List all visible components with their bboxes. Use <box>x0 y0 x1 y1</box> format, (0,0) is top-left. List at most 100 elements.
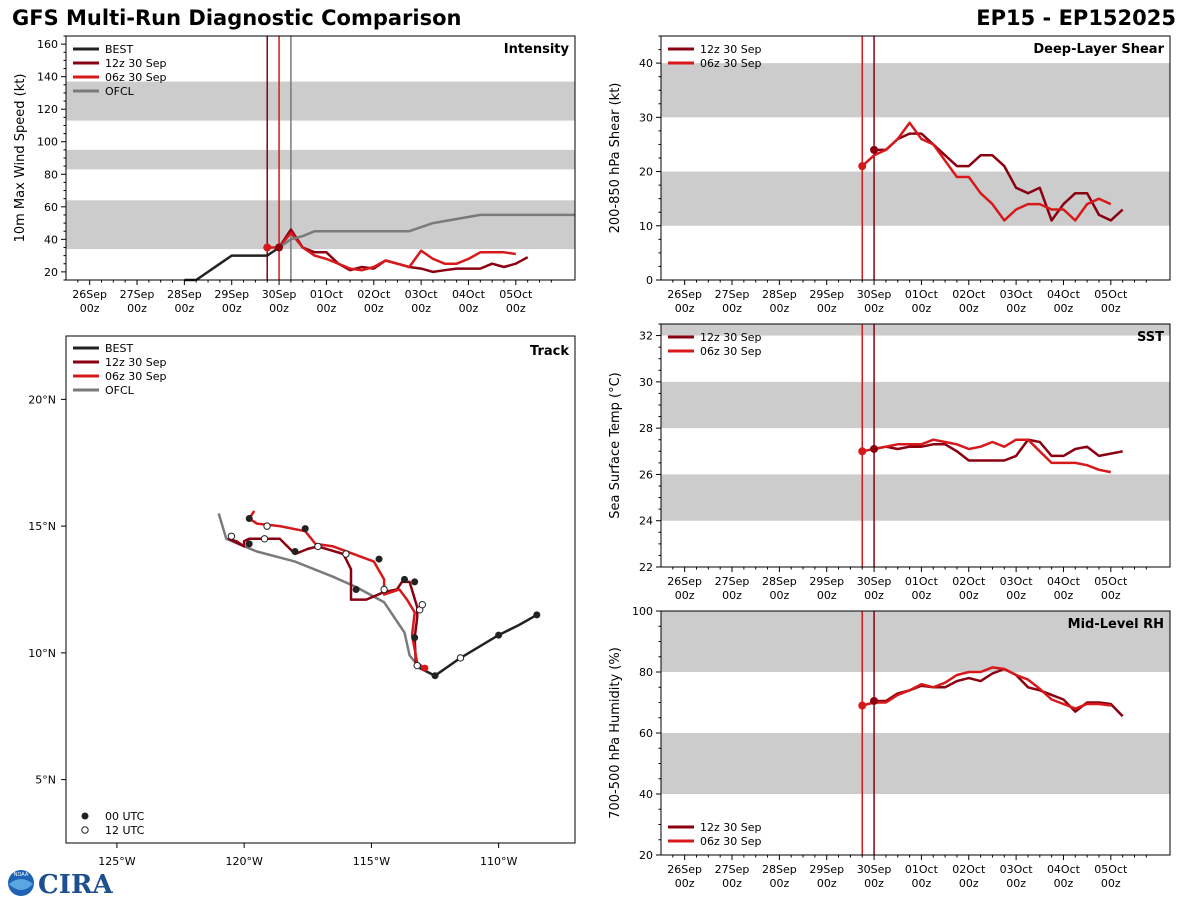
shear-panel: 01020304026Sep00z27Sep00z28Sep00z29Sep00… <box>608 35 1171 315</box>
sst-ytick-label: 32 <box>639 330 653 343</box>
sst-ytick-label: 28 <box>639 422 653 435</box>
intensity-legend-label: OFCL <box>105 85 135 98</box>
track-xtick-label: 110°W <box>480 855 517 868</box>
track-title: Track <box>530 344 569 359</box>
sst-xtick-sublabel: 00z <box>959 589 979 602</box>
intensity-ytick-label: 160 <box>37 38 58 51</box>
track-init-marker <box>421 664 429 672</box>
sst-xtick-sublabel: 00z <box>1101 589 1121 602</box>
track-ytick-label: 20°N <box>28 393 56 406</box>
shear-xtick-sublabel: 00z <box>864 302 884 315</box>
rh-xtick-sublabel: 00z <box>817 877 837 890</box>
shear-ytick-label: 0 <box>646 274 653 287</box>
sst-xtick-label: 05Oct <box>1094 575 1128 588</box>
track-point-12utc <box>227 532 236 540</box>
track-point-12utc <box>413 661 421 670</box>
intensity-xtick-sublabel: 00z <box>506 302 526 315</box>
intensity-xtick-sublabel: 00z <box>364 302 384 315</box>
track-point-00utc <box>291 547 299 555</box>
rh-xtick-sublabel: 00z <box>675 877 695 890</box>
track-point-12utc <box>342 550 350 558</box>
sst-init-marker-1 <box>870 444 879 453</box>
rh-xtick-sublabel: 00z <box>769 877 789 890</box>
rh-xtick-label: 02Oct <box>952 863 986 876</box>
intensity-xtick-sublabel: 00z <box>174 302 194 315</box>
track-panel: 125°W 120°W 115°W 110°W 5°N 10°N 15°N 20°N Track… <box>28 335 576 868</box>
intensity-xtick-label: 03Oct <box>405 288 439 301</box>
intensity-ytick-label: 140 <box>37 71 58 84</box>
shear-xtick-label: 26Sep <box>667 288 702 301</box>
shear-band-1 <box>661 63 1170 118</box>
sst-ytick-label: 22 <box>639 561 653 574</box>
rh-ytick-label: 40 <box>639 788 653 801</box>
shear-series-12z-30-sep <box>874 132 1124 222</box>
shear-xtick-sublabel: 00z <box>675 302 695 315</box>
noaa-badge-text: NOAA <box>14 872 29 878</box>
intensity-band-2 <box>66 81 575 121</box>
rh-xtick-sublabel: 00z <box>1101 877 1121 890</box>
intensity-xtick-label: 05Oct <box>499 288 533 301</box>
intensity-xtick-label: 04Oct <box>452 288 486 301</box>
intensity-title: Intensity <box>504 42 570 57</box>
track-legend-marker-label: 12 UTC <box>105 824 145 837</box>
track-xtick-label: 115°W <box>353 855 390 868</box>
sst-xtick-sublabel: 00z <box>912 589 932 602</box>
track-xtick-label: 125°W <box>98 855 135 868</box>
rh-xtick-sublabel: 00z <box>722 877 742 890</box>
track-legend-marker <box>81 812 89 820</box>
track-ytick-label: 15°N <box>28 520 56 533</box>
intensity-series-06z-30-sep <box>267 231 516 272</box>
rh-ytick-label: 80 <box>639 666 653 679</box>
intensity-ytick-label: 40 <box>44 233 58 246</box>
sst-xtick-label: 04Oct <box>1047 575 1081 588</box>
track-point-00utc <box>375 555 383 563</box>
track-ytick-label: 10°N <box>28 647 56 660</box>
intensity-xtick-label: 02Oct <box>357 288 391 301</box>
rh-xtick-sublabel: 00z <box>1006 877 1026 890</box>
intensity-xtick-sublabel: 00z <box>80 302 100 315</box>
intensity-legend-label: BEST <box>105 43 133 56</box>
sst-series-06z-30-sep <box>861 438 1112 474</box>
sst-xtick-label: 27Sep <box>715 575 750 588</box>
sst-ytick-label: 24 <box>639 515 653 528</box>
sst-xtick-label: 03Oct <box>1000 575 1034 588</box>
rh-xtick-label: 04Oct <box>1047 863 1081 876</box>
rh-xtick-sublabel: 00z <box>1054 877 1074 890</box>
rh-xtick-label: 30Sep <box>857 863 892 876</box>
shear-xtick-sublabel: 00z <box>817 302 837 315</box>
shear-xtick-label: 05Oct <box>1094 288 1128 301</box>
rh-xtick-sublabel: 00z <box>864 877 884 890</box>
shear-xtick-sublabel: 00z <box>769 302 789 315</box>
rh-band-0 <box>661 733 1170 794</box>
intensity-xtick-label: 30Sep <box>262 288 297 301</box>
shear-ylabel: 200-850 hPa Shear (kt) <box>608 83 623 234</box>
sst-xtick-sublabel: 00z <box>1006 589 1026 602</box>
rh-xtick-label: 27Sep <box>715 863 750 876</box>
shear-xtick-label: 04Oct <box>1047 288 1081 301</box>
rh-legend-label: 06z 30 Sep <box>700 835 762 848</box>
sst-xtick-sublabel: 00z <box>1054 589 1074 602</box>
rh-title: Mid-Level RH <box>1068 617 1164 632</box>
rh-ytick-label: 60 <box>639 727 653 740</box>
track-point-12utc <box>456 654 465 662</box>
sst-ytick-label: 26 <box>639 468 653 481</box>
intensity-legend-label: 06z 30 Sep <box>105 71 167 84</box>
sst-xtick-label: 26Sep <box>667 575 702 588</box>
intensity-series-best <box>184 246 280 282</box>
shear-xtick-sublabel: 00z <box>1101 302 1121 315</box>
intensity-xtick-label: 29Sep <box>214 288 249 301</box>
shear-series-06z-30-sep <box>861 121 1112 222</box>
shear-init-marker-0 <box>858 162 867 171</box>
track-legend-label: OFCL <box>105 384 135 397</box>
shear-xtick-sublabel: 00z <box>1006 302 1026 315</box>
sst-xtick-sublabel: 00z <box>864 589 884 602</box>
page-title: GFS Multi-Run Diagnostic Comparison <box>12 6 462 30</box>
track-legend-marker <box>81 826 89 834</box>
intensity-panel: 2040608010012014016026Sep00z27Sep00z28Se… <box>13 35 576 315</box>
track-point-00utc <box>352 586 360 593</box>
intensity-xtick-label: 26Sep <box>72 288 107 301</box>
rh-series-12z-30-sep <box>874 667 1124 718</box>
sst-xtick-label: 28Sep <box>762 575 797 588</box>
intensity-band-1 <box>66 149 575 170</box>
